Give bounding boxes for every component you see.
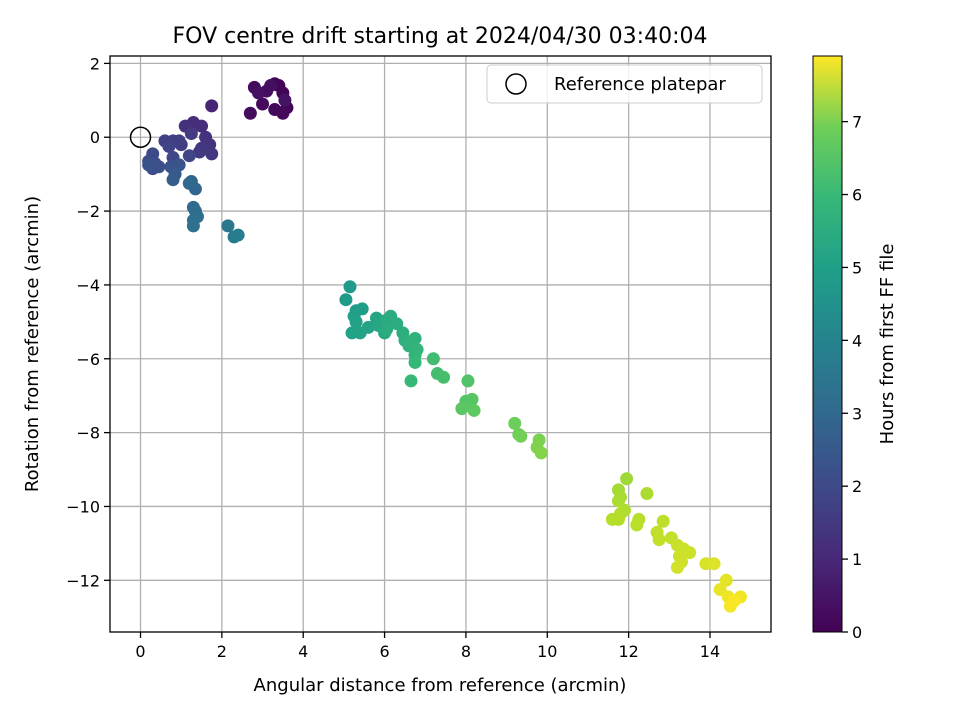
x-tick-label-6: 12	[618, 642, 638, 661]
colorbar-tick-label-7: 7	[852, 113, 862, 132]
y-tick-label-1: 0	[90, 128, 100, 147]
scatter-point-81	[455, 402, 469, 416]
y-tick-label-0: 2	[90, 54, 100, 73]
plot-frame	[109, 55, 772, 633]
x-axis-label: Angular distance from reference (arcmin)	[254, 675, 627, 696]
scatter-point-19	[205, 147, 219, 161]
y-axis-ticks: 2 0 −2 −4 −6 −8 −10 −12	[66, 54, 110, 590]
scatter-point-82	[467, 403, 481, 417]
scatter-point-51	[343, 280, 357, 294]
grid-lines	[110, 56, 771, 632]
y-tick-label-2: −2	[76, 202, 100, 221]
scatter-point-89	[620, 472, 634, 486]
x-tick-label-7: 14	[700, 642, 720, 661]
y-tick-label-3: −4	[76, 276, 100, 295]
scatter-point-88	[534, 446, 548, 460]
scatter-point-75	[426, 352, 440, 366]
scatter-points	[142, 77, 747, 613]
scatter-point-7	[243, 106, 257, 120]
colorbar-tick-label-5: 5	[852, 258, 862, 277]
scatter-point-21	[192, 145, 206, 159]
scatter-point-27	[162, 139, 176, 153]
scatter-point-5	[268, 103, 282, 117]
scatter-point-34	[152, 160, 166, 174]
scatter-point-48	[221, 219, 235, 233]
scatter-point-50	[231, 228, 245, 242]
scatter-point-112	[719, 573, 733, 587]
colorbar-tick-label-1: 1	[852, 550, 862, 569]
colorbar-label: Hours from first FF file	[877, 244, 898, 445]
scatter-point-52	[339, 293, 353, 307]
scatter-point-65	[390, 317, 404, 331]
legend-entry-reference-platepar: Reference platepar	[554, 74, 726, 95]
scatter-point-100	[656, 514, 670, 528]
scatter-point-83	[508, 416, 522, 430]
scatter-point-59	[361, 320, 375, 334]
legend: Reference platepar	[486, 64, 763, 104]
scatter-point-70	[408, 331, 422, 345]
colorbar-tick-label-6: 6	[852, 186, 862, 205]
scatter-point-78	[461, 374, 475, 388]
y-tick-label-5: −8	[76, 424, 100, 443]
scatter-point-66	[380, 322, 394, 336]
x-tick-label-0: 0	[135, 642, 145, 661]
scatter-point-12	[278, 93, 292, 107]
x-tick-label-5: 10	[537, 642, 557, 661]
colorbar-tick-label-3: 3	[852, 404, 862, 423]
x-tick-label-4: 8	[461, 642, 471, 661]
x-tick-label-2: 4	[298, 642, 308, 661]
scatter-point-11	[251, 86, 265, 100]
scatter-point-15	[195, 119, 209, 133]
scatter-point-117	[727, 594, 741, 608]
scatter-point-6	[256, 97, 270, 111]
scatter-point-85	[514, 429, 528, 443]
scatter-point-80	[465, 392, 479, 406]
scatter-point-47	[186, 219, 200, 233]
legend-marker	[505, 73, 527, 95]
scatter-point-25	[172, 134, 186, 148]
colorbar-tick-label-2: 2	[852, 477, 862, 496]
scatter-point-111	[707, 557, 721, 571]
scatter-point-28	[182, 149, 196, 163]
colorbar-tick-label-4: 4	[852, 331, 862, 350]
scatter-point-106	[683, 546, 697, 560]
scatter-point-56	[349, 315, 363, 329]
legend-box	[486, 64, 763, 104]
reference-platepar-marker	[129, 126, 152, 148]
y-axis-label: Rotation from reference (arcmin)	[22, 196, 43, 492]
scatter-point-42	[182, 176, 196, 190]
y-tick-label-6: −10	[66, 497, 100, 516]
scatter-point-97	[611, 512, 625, 526]
scatter-point-102	[652, 533, 666, 547]
scatter-point-93	[640, 487, 654, 501]
y-tick-label-7: −12	[66, 571, 100, 590]
scatter-point-73	[408, 355, 422, 369]
scatter-point-77	[437, 370, 451, 384]
y-tick-label-4: −6	[76, 350, 100, 369]
x-axis-ticks: 0 2 4 6 8 10 12 14	[135, 632, 720, 661]
scatter-point-13	[205, 99, 219, 113]
colorbar: 0 1 2 3 4 5 6 7 Hours from first FF file	[812, 55, 898, 642]
scatter-point-35	[142, 158, 156, 172]
scatter-point-10	[264, 79, 278, 93]
chart-title: FOV centre drift starting at 2024/04/30 …	[173, 24, 708, 49]
colorbar-tick-label-0: 0	[852, 623, 862, 642]
scatter-point-92	[611, 494, 625, 508]
colorbar-gradient	[812, 55, 843, 633]
scatter-point-22	[184, 127, 198, 141]
x-tick-label-3: 6	[379, 642, 389, 661]
x-tick-label-1: 2	[217, 642, 227, 661]
colorbar-ticks: 0 1 2 3 4 5 6 7	[842, 113, 862, 642]
scatter-point-74	[404, 374, 418, 388]
scatter-point-109	[670, 560, 684, 574]
scatter-point-39	[166, 173, 180, 187]
scatter-point-99	[630, 518, 644, 532]
